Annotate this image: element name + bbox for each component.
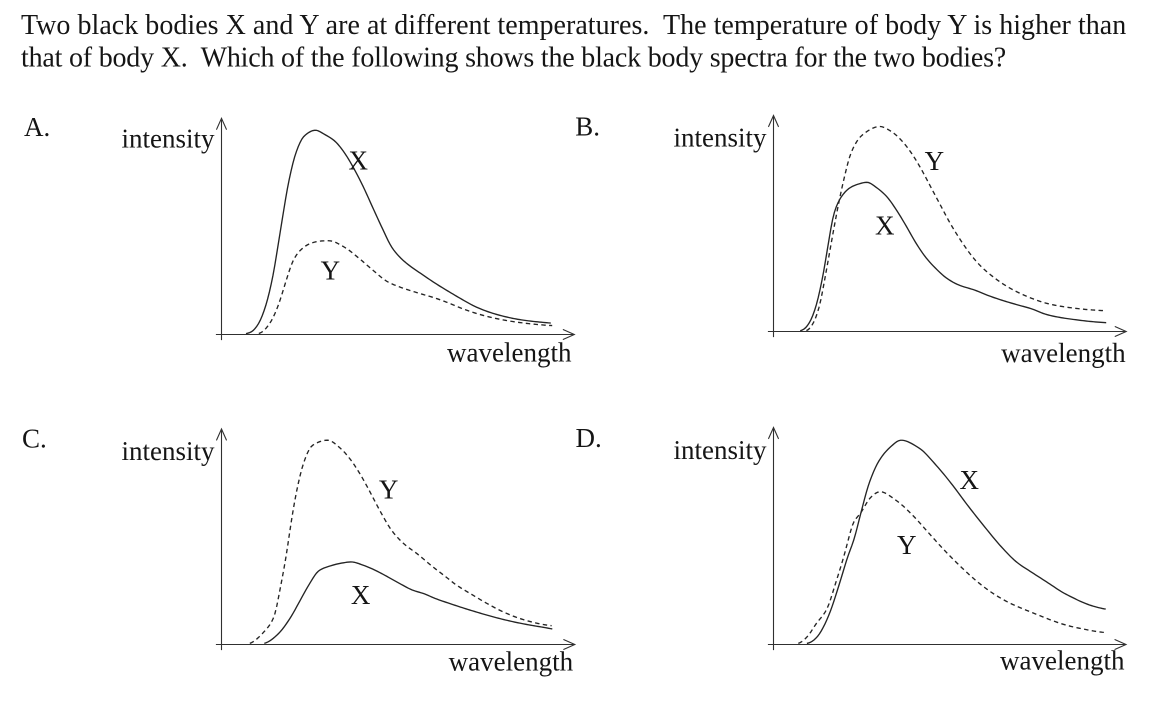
svg-text:X: X [875, 210, 895, 240]
svg-text:that of body X. Which of the: that of body X. Which of the following s… [21, 43, 1006, 74]
svg-text:wavelength: wavelength [1000, 646, 1125, 676]
svg-text:wavelength: wavelength [447, 337, 572, 367]
svg-text:Two black bodies X and Y are a: Two black bodies X and Y are at differen… [21, 10, 1126, 41]
svg-text:X: X [349, 146, 369, 176]
svg-text:intensity: intensity [122, 124, 215, 154]
svg-text:A.: A. [24, 112, 50, 142]
svg-text:intensity: intensity [674, 123, 767, 153]
svg-text:X: X [351, 580, 371, 610]
svg-text:Y: Y [897, 530, 917, 560]
svg-text:B.: B. [575, 112, 600, 142]
svg-text:C.: C. [22, 424, 47, 454]
svg-text:Y: Y [925, 146, 945, 176]
svg-text:intensity: intensity [674, 435, 767, 465]
svg-text:Y: Y [321, 255, 341, 285]
svg-text:intensity: intensity [122, 436, 215, 466]
svg-text:X: X [960, 465, 980, 495]
svg-text:Y: Y [379, 475, 399, 505]
svg-text:D.: D. [576, 423, 602, 453]
svg-text:wavelength: wavelength [449, 646, 574, 676]
svg-text:wavelength: wavelength [1001, 338, 1126, 368]
